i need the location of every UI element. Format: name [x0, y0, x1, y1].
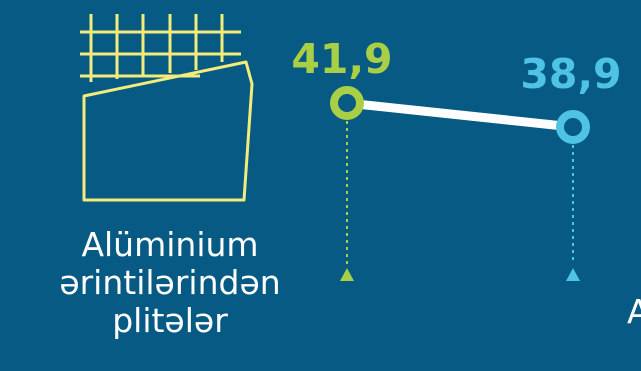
drop-arrow-marker [566, 268, 580, 281]
data-point [556, 110, 590, 144]
chart-marks: 41,9 38,9 [291, 35, 622, 281]
data-label: 41,9 [291, 35, 392, 83]
category-label: Alüminium ərintilərindən plitələr [59, 225, 281, 340]
icon-plate [82, 60, 254, 202]
aluminium-plate-icon [80, 14, 254, 202]
series-line [342, 98, 578, 132]
data-point [330, 86, 364, 120]
data-label: 38,9 [520, 50, 621, 98]
category-label: A [627, 292, 641, 331]
drop-arrow-marker [340, 268, 354, 281]
